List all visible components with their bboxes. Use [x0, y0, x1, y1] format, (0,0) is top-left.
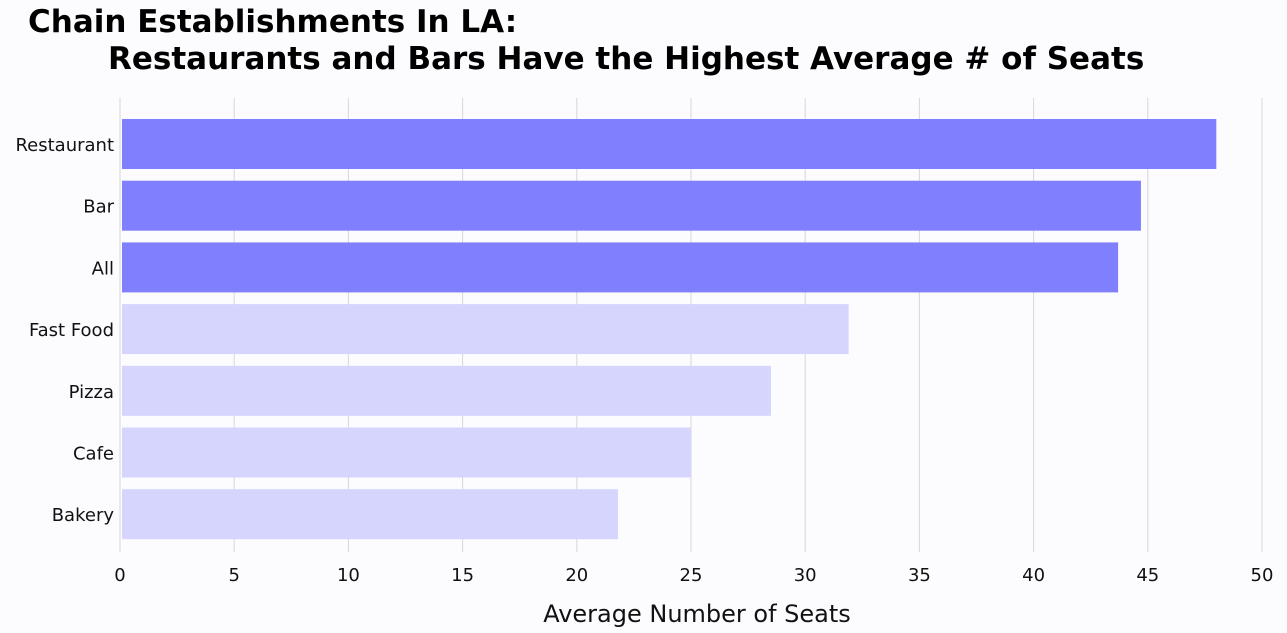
category-label-cafe: Cafe	[73, 444, 114, 465]
category-label-all: All	[92, 258, 114, 279]
x-tick-label: 30	[794, 565, 817, 586]
bar-cafe	[122, 427, 691, 478]
bar-pizza	[122, 365, 771, 416]
category-label-restaurant: Restaurant	[15, 135, 114, 156]
x-tick-label: 10	[337, 565, 360, 586]
x-axis-label: Average Number of Seats	[543, 600, 851, 628]
category-label-bar: Bar	[83, 197, 114, 218]
bar-layer	[122, 119, 1217, 540]
chart-title-line2: Restaurants and Bars Have the Highest Av…	[108, 41, 1144, 77]
category-label-bakery: Bakery	[52, 505, 115, 526]
bar-bar	[122, 180, 1141, 231]
x-tick-labels: 0 5 10 15 20 25 30 35 40 45 50	[114, 565, 1273, 586]
category-labels: Restaurant Bar All Fast Food Pizza Cafe Bakery	[15, 135, 114, 526]
x-tick-label: 5	[228, 565, 239, 586]
bar-restaurant	[122, 119, 1217, 169]
bar-all	[122, 242, 1119, 293]
x-tick-label: 35	[908, 565, 931, 586]
category-label-fast-food: Fast Food	[29, 320, 114, 341]
x-tick-label: 25	[680, 565, 703, 586]
x-tick-label: 45	[1136, 565, 1159, 586]
x-tick-label: 40	[1022, 565, 1045, 586]
x-tick-label: 50	[1251, 565, 1274, 586]
category-label-pizza: Pizza	[69, 382, 114, 403]
bar-bakery	[122, 489, 618, 540]
chart-title-line1: Chain Establishments In LA:	[28, 4, 517, 40]
x-tick-label: 15	[451, 565, 474, 586]
x-tick-label: 0	[114, 565, 125, 586]
bar-fast-food	[122, 304, 849, 355]
x-tick-label: 20	[565, 565, 588, 586]
